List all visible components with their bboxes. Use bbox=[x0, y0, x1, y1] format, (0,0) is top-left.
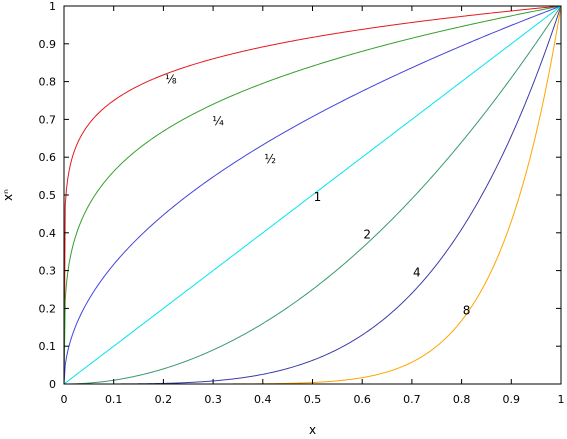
x-tick-label: 0.7 bbox=[403, 393, 421, 406]
curve-label: 8 bbox=[463, 303, 471, 317]
curve-label: 1 bbox=[314, 190, 322, 204]
x-tick-label: 0.3 bbox=[204, 393, 222, 406]
y-tick-label: 0.6 bbox=[39, 151, 57, 164]
y-axis-label: xⁿ bbox=[1, 189, 15, 201]
curve-line bbox=[63, 5, 562, 385]
curve-label: ½ bbox=[264, 152, 276, 166]
y-tick-label: 0.4 bbox=[39, 227, 57, 240]
y-tick-label: 0.3 bbox=[39, 265, 57, 278]
y-tick-label: 0.8 bbox=[39, 76, 57, 89]
y-tick-label: 1 bbox=[49, 0, 56, 13]
x-tick-label: 0.6 bbox=[353, 393, 371, 406]
curve-label: 2 bbox=[363, 228, 371, 242]
curve-label: 4 bbox=[413, 265, 421, 279]
curve-group: ⅛ ¼ ½ 1 2 4 8 bbox=[63, 5, 562, 385]
curve-label: ¼ bbox=[212, 114, 224, 128]
x-tick-label: 0 bbox=[61, 393, 68, 406]
curve-line bbox=[63, 5, 562, 385]
x-tick-label: 0.5 bbox=[304, 393, 322, 406]
y-tick-label: 0.7 bbox=[39, 113, 57, 126]
y-tick-label: 0.5 bbox=[39, 189, 57, 202]
x-tick-label: 0.2 bbox=[155, 393, 173, 406]
tick-group: 0 0.1 0.2 0.3 0.4 0.5 0.6 0.7 0.8 0.9 1 0 0.1 0.2 0.3 0… bbox=[39, 0, 565, 406]
curve-line bbox=[63, 5, 562, 385]
plot-frame bbox=[63, 5, 562, 385]
curve-label: ⅛ bbox=[165, 73, 177, 87]
x-tick-label: 0.9 bbox=[503, 393, 521, 406]
x-tick-label: 1 bbox=[558, 393, 565, 406]
curve-line bbox=[63, 5, 562, 385]
y-tick-label: 0 bbox=[49, 378, 56, 391]
x-tick-label: 0.8 bbox=[453, 393, 471, 406]
y-tick-label: 0.2 bbox=[39, 302, 57, 315]
x-tick-label: 0.1 bbox=[105, 393, 123, 406]
x-tick-label: 0.4 bbox=[254, 393, 272, 406]
x-axis-label: x bbox=[309, 423, 316, 437]
curve-line bbox=[64, 5, 562, 385]
y-tick-label: 0.1 bbox=[39, 340, 57, 353]
y-tick-label: 0.9 bbox=[39, 38, 57, 51]
